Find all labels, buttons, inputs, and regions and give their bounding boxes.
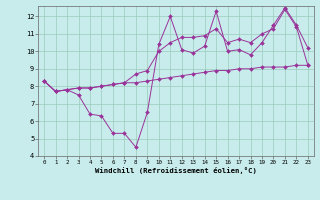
X-axis label: Windchill (Refroidissement éolien,°C): Windchill (Refroidissement éolien,°C): [95, 167, 257, 174]
